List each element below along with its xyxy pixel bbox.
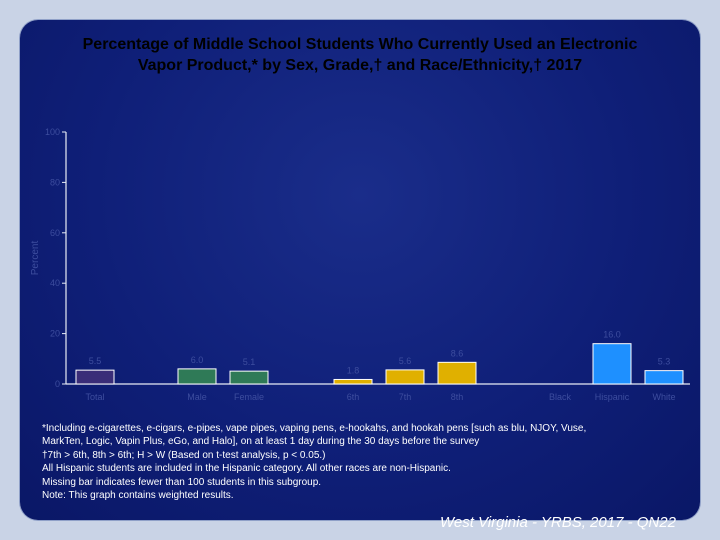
bar xyxy=(333,378,373,385)
bar-value-label: 5.1 xyxy=(243,357,256,367)
x-category-label: White xyxy=(652,392,675,402)
bar-value-label: 8.6 xyxy=(451,348,464,358)
chart-title: Percentage of Middle School Students Who… xyxy=(30,34,690,76)
footnotes: *Including e-cigarettes, e-cigars, e-pip… xyxy=(42,422,682,502)
footnote-3: †7th > 6th, 8th > 6th; H > W (Based on t… xyxy=(42,449,326,461)
bar xyxy=(177,368,217,385)
chart-title-line-2: Vapor Product,* by Sex, Grade,† and Race… xyxy=(137,57,583,74)
x-category-label: 8th xyxy=(451,392,464,402)
bar xyxy=(75,369,115,385)
source-label: West Virginia - YRBS, 2017 - QN22 xyxy=(440,514,676,531)
bar-value-label: 5.3 xyxy=(658,357,671,367)
chart-title-line-1: Percentage of Middle School Students Who… xyxy=(82,36,638,53)
x-category-label: Total xyxy=(85,392,104,402)
footnote-1: *Including e-cigarettes, e-cigars, e-pip… xyxy=(42,423,587,434)
bar-value-label: 16.0 xyxy=(603,330,621,340)
x-category-label: Male xyxy=(187,392,207,402)
footnote-2: MarkTen, Logic, Vapin Plus, eGo, and Hal… xyxy=(42,436,480,448)
x-category-label: Female xyxy=(234,392,264,402)
x-category-label: 6th xyxy=(347,392,360,402)
y-tick-label: 40 xyxy=(50,278,60,288)
bar xyxy=(592,343,632,385)
bar xyxy=(385,369,425,385)
x-category-label: Hispanic xyxy=(595,392,630,402)
bar xyxy=(437,361,477,385)
bar-value-label: 5.6 xyxy=(399,356,412,366)
y-axis-label: Percent xyxy=(30,241,41,276)
x-category-label: Black xyxy=(549,392,572,402)
footnote-6: Note: This graph contains weighted resul… xyxy=(42,490,234,502)
y-tick-label: 60 xyxy=(50,228,60,238)
y-tick-label: 20 xyxy=(50,329,60,339)
footnote-5: Missing bar indicates fewer than 100 stu… xyxy=(42,476,322,488)
slide-background xyxy=(20,20,700,520)
y-tick-label: 100 xyxy=(45,127,60,137)
bar xyxy=(644,370,684,385)
footnote-4: All Hispanic students are included in th… xyxy=(42,463,451,475)
x-category-label: 7th xyxy=(399,392,412,402)
y-tick-label: 0 xyxy=(55,379,60,389)
bar xyxy=(229,370,269,385)
bar-value-label: 6.0 xyxy=(191,355,204,365)
bar-value-label: 5.5 xyxy=(89,356,102,366)
y-tick-label: 80 xyxy=(50,177,60,187)
bar-value-label: 1.8 xyxy=(347,365,360,375)
